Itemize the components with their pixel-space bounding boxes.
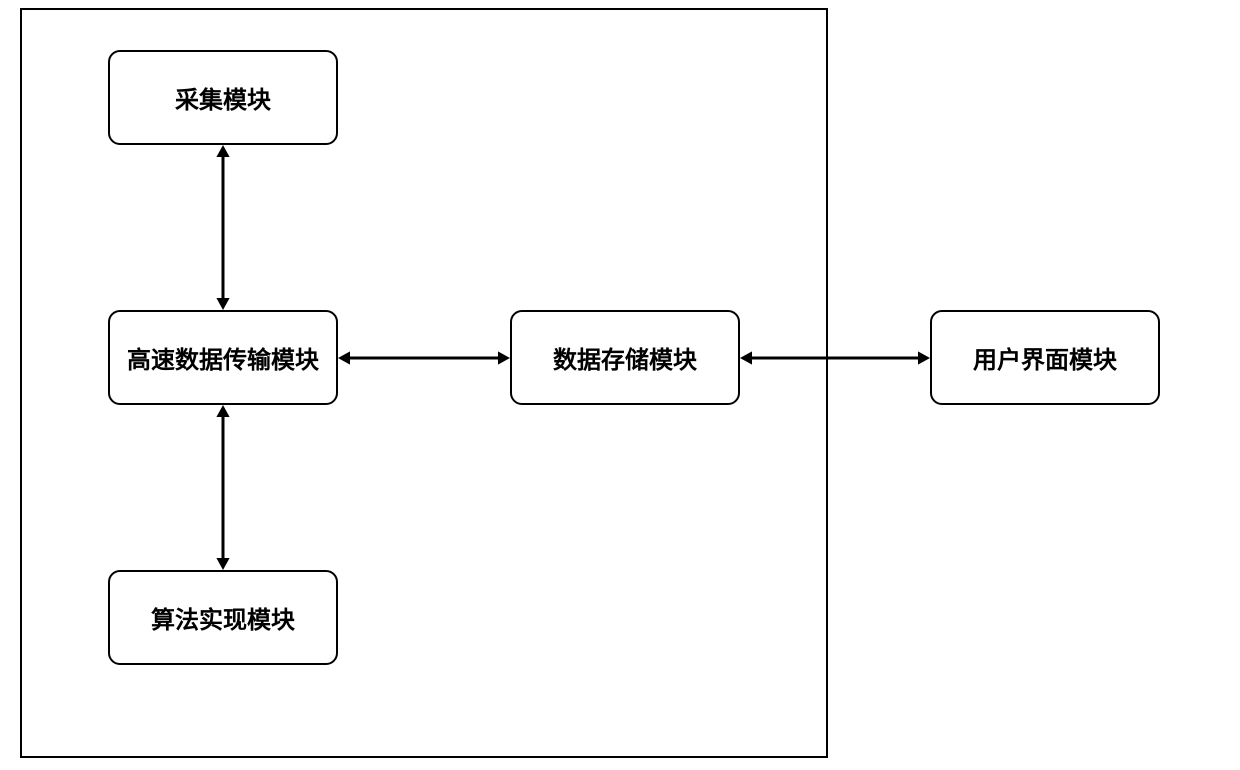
node-algorithm: 算法实现模块 [108, 570, 338, 665]
node-acquisition: 采集模块 [108, 50, 338, 145]
node-storage: 数据存储模块 [510, 310, 740, 405]
node-label: 高速数据传输模块 [127, 340, 319, 375]
node-label: 算法实现模块 [151, 600, 295, 635]
node-label: 用户界面模块 [973, 340, 1117, 375]
node-label: 采集模块 [175, 80, 271, 115]
node-label: 数据存储模块 [553, 340, 697, 375]
node-ui: 用户界面模块 [930, 310, 1160, 405]
node-transmission: 高速数据传输模块 [108, 310, 338, 405]
